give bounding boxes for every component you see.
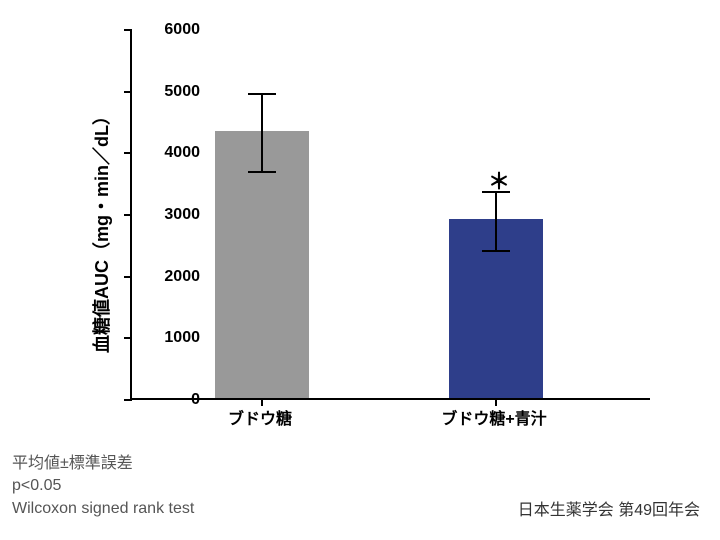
y-tick-label: 3000: [164, 206, 200, 224]
y-tick: [124, 29, 132, 31]
footer-line-3: Wilcoxon signed rank test: [12, 498, 194, 520]
footer-line-2: p<0.05: [12, 475, 194, 497]
plot-area: ＊: [130, 30, 650, 400]
y-tick: [124, 91, 132, 93]
y-tick-label: 5000: [164, 83, 200, 101]
y-tick-label: 2000: [164, 268, 200, 286]
y-tick-label: 1000: [164, 329, 200, 347]
y-tick: [124, 399, 132, 401]
y-tick-label: 6000: [164, 21, 200, 39]
footer-line-1: 平均値±標準誤差: [12, 453, 194, 475]
chart-container: 血糖値AUC（mg・min／dL） ＊ 01000200030004000500…: [80, 20, 680, 440]
y-tick: [124, 214, 132, 216]
footer-source: 日本生薬学会 第49回年会: [518, 496, 700, 520]
y-tick-label: 4000: [164, 144, 200, 162]
significance-marker: ＊: [488, 164, 510, 196]
x-category-label: ブドウ糖+青汁: [414, 405, 574, 429]
x-category-label: ブドウ糖: [180, 405, 340, 429]
y-tick: [124, 276, 132, 278]
footer-notes: 平均値±標準誤差 p<0.05 Wilcoxon signed rank tes…: [12, 453, 194, 520]
y-axis-title: 血糖値AUC（mg・min／dL）: [88, 107, 114, 353]
y-tick: [124, 337, 132, 339]
y-tick: [124, 152, 132, 154]
